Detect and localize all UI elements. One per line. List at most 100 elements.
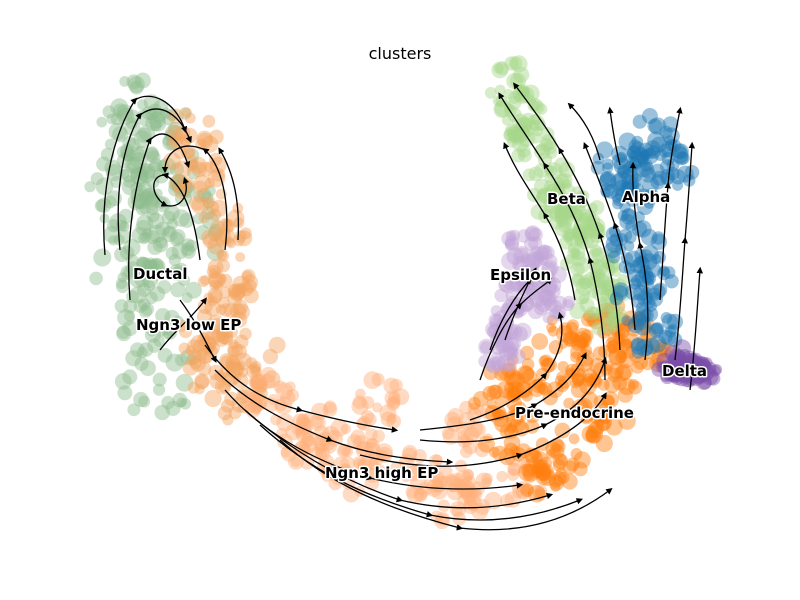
- cell-point: [170, 229, 186, 245]
- cell-point: [504, 235, 520, 251]
- cell-point: [664, 345, 682, 362]
- cell-point: [510, 349, 526, 364]
- cell-point: [473, 405, 485, 417]
- cell-point: [195, 225, 210, 240]
- cell-point: [612, 282, 629, 298]
- cell-point: [475, 472, 493, 489]
- cell-point: [698, 376, 712, 390]
- cell-point: [157, 348, 173, 363]
- cell-point: [643, 147, 656, 160]
- cell-point: [165, 353, 184, 372]
- cell-point: [504, 442, 518, 457]
- cell-point: [243, 287, 259, 304]
- cell-point: [553, 295, 567, 310]
- cluster-label-ngn3-high-ep: Ngn3 high EP: [325, 464, 438, 482]
- cell-point: [650, 174, 666, 190]
- cell-point: [165, 400, 181, 416]
- cell-point: [155, 236, 168, 249]
- cell-point: [637, 290, 654, 307]
- cell-point: [572, 287, 590, 305]
- cell-point: [117, 272, 128, 283]
- cell-point: [250, 377, 268, 395]
- cell-point: [110, 98, 129, 117]
- cell-point: [146, 209, 160, 223]
- cell-point: [137, 181, 153, 196]
- cell-point: [234, 334, 249, 349]
- cell-point: [658, 360, 673, 375]
- cell-point: [315, 448, 328, 461]
- cell-point: [577, 337, 590, 350]
- cell-point: [187, 349, 203, 365]
- cell-point: [640, 253, 658, 270]
- cell-point: [488, 384, 504, 399]
- cell-point: [620, 339, 633, 352]
- cell-point: [125, 261, 140, 275]
- cell-point: [638, 314, 650, 326]
- cell-point: [581, 312, 596, 327]
- cell-point: [237, 400, 251, 414]
- cell-point: [226, 357, 242, 373]
- cell-point: [503, 345, 519, 361]
- cell-point: [488, 446, 500, 458]
- cell-point: [598, 299, 612, 313]
- cell-point: [629, 174, 643, 188]
- cell-point: [233, 234, 246, 247]
- cell-point: [539, 354, 553, 367]
- cell-point: [211, 167, 226, 182]
- cell-point: [387, 395, 401, 409]
- cell-point: [342, 446, 354, 458]
- cell-point: [96, 116, 108, 128]
- cell-point: [239, 227, 252, 240]
- cell-point: [601, 324, 614, 336]
- cell-point: [163, 204, 180, 221]
- velocity-streamline: [489, 277, 533, 351]
- cell-point: [372, 402, 383, 413]
- cell-point: [507, 348, 518, 359]
- cell-point: [640, 167, 656, 183]
- cell-point: [172, 209, 190, 227]
- cell-point: [637, 275, 654, 293]
- cell-point: [710, 364, 723, 376]
- cell-point: [527, 302, 544, 320]
- cell-point: [133, 299, 148, 313]
- cell-point: [618, 132, 637, 151]
- cell-point: [641, 270, 655, 284]
- cell-point: [669, 369, 686, 385]
- cell-point: [206, 264, 221, 279]
- cell-point: [230, 285, 245, 301]
- cell-point: [580, 277, 592, 289]
- cell-point: [351, 397, 369, 415]
- cell-point: [208, 267, 220, 279]
- cell-point: [221, 370, 239, 388]
- cell-point: [669, 368, 684, 382]
- cell-point: [706, 371, 721, 386]
- cell-point: [219, 303, 233, 317]
- cell-point: [643, 197, 655, 209]
- cell-point: [607, 299, 621, 313]
- cell-point: [606, 319, 617, 330]
- cell-point: [136, 346, 148, 359]
- cell-point: [193, 190, 206, 203]
- cell-point: [630, 146, 648, 164]
- cell-point: [281, 445, 298, 462]
- cell-point: [685, 353, 698, 366]
- cell-point: [630, 274, 644, 287]
- cell-point: [145, 291, 158, 305]
- cell-point: [134, 271, 151, 288]
- cell-point: [638, 268, 650, 279]
- cell-point: [189, 194, 206, 211]
- cell-point: [618, 317, 633, 333]
- cell-point: [614, 329, 626, 340]
- cell-point: [508, 462, 522, 477]
- cell-point: [667, 367, 684, 384]
- cell-point: [539, 456, 553, 470]
- cell-point: [610, 266, 622, 278]
- cell-point: [155, 308, 171, 324]
- cell-point: [197, 132, 214, 149]
- cell-point: [250, 374, 266, 390]
- cell-point: [607, 250, 621, 264]
- cell-point: [108, 235, 119, 246]
- cell-point: [588, 306, 600, 318]
- cell-point: [640, 291, 653, 304]
- cell-point: [186, 354, 198, 366]
